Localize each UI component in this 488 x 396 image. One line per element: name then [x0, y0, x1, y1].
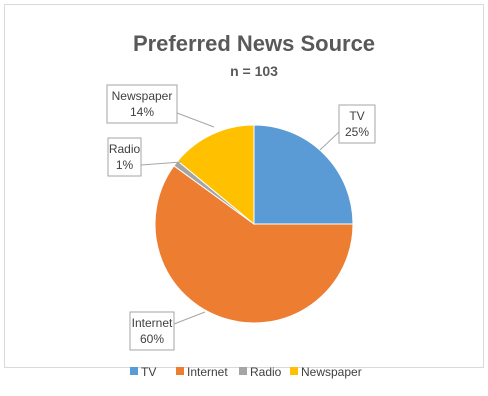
data-label-category: Internet: [132, 316, 173, 330]
legend-label: Newspaper: [301, 365, 362, 379]
label-leaders: [140, 112, 340, 325]
slice-tv: [253, 124, 354, 225]
data-label-value: 25%: [345, 125, 369, 139]
data-label-category: Newspaper: [112, 89, 173, 103]
legend-swatch: [239, 367, 247, 375]
chart-title: Preferred News Source: [133, 31, 375, 56]
pie-slices: [154, 124, 354, 324]
data-label-box: [338, 104, 376, 144]
legend-item-tv: TV: [130, 365, 156, 379]
leader-line-internet: [173, 311, 206, 325]
data-label-category: TV: [349, 109, 364, 123]
data-label-internet: Internet 60%: [129, 311, 175, 351]
legend-label: Internet: [187, 365, 228, 379]
data-label-value: 60%: [140, 332, 164, 346]
legend-swatch: [176, 367, 184, 375]
data-label-value: 14%: [130, 105, 154, 119]
data-label-box: [129, 311, 175, 351]
data-label-box: [106, 84, 178, 124]
data-label-tv: TV 25%: [338, 104, 376, 144]
legend-label: Radio: [250, 365, 282, 379]
leader-line-radio: [140, 161, 182, 166]
legend: TV Internet Radio Newspaper: [130, 365, 362, 379]
data-labels: TV 25% Internet 60% Radio 1% Newspaper 14%: [106, 84, 376, 351]
data-label-value: 1%: [116, 158, 134, 172]
legend-label: TV: [141, 365, 156, 379]
leader-line-newspaper: [176, 112, 215, 128]
data-label-category: Radio: [109, 142, 141, 156]
data-label-newspaper: Newspaper 14%: [106, 84, 178, 124]
slice-newspaper: [177, 124, 255, 226]
legend-swatch: [130, 367, 138, 375]
data-label-radio: Radio 1%: [107, 137, 142, 177]
leader-line-tv: [319, 131, 340, 151]
legend-swatch: [290, 367, 298, 375]
legend-item-newspaper: Newspaper: [290, 365, 362, 379]
legend-item-internet: Internet: [176, 365, 228, 379]
data-label-box: [107, 137, 142, 177]
slice-internet: [154, 165, 354, 324]
legend-item-radio: Radio: [239, 365, 282, 379]
chart-subtitle: n = 103: [230, 63, 278, 79]
